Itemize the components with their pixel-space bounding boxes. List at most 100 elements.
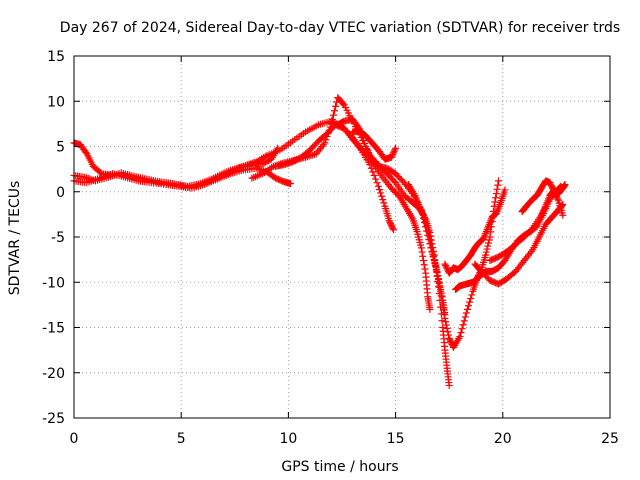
data-point (447, 337, 455, 345)
data-point (444, 331, 452, 339)
series-track-11 (471, 200, 567, 288)
data-point (328, 116, 336, 124)
data-point (439, 301, 447, 309)
data-point (441, 314, 449, 322)
y-tick-label: -20 (42, 366, 65, 382)
data-point (492, 194, 500, 202)
data-point (437, 287, 445, 295)
y-tick-label: -25 (42, 411, 65, 427)
data-marks (70, 94, 569, 389)
data-point (417, 207, 425, 215)
data-point (426, 305, 434, 313)
data-point (554, 195, 562, 203)
data-point (540, 207, 548, 215)
data-point (468, 291, 476, 299)
data-point (540, 205, 548, 213)
data-point (385, 217, 393, 225)
data-point (433, 268, 441, 276)
series-track-3 (70, 164, 295, 192)
data-point (446, 336, 454, 344)
data-point (420, 261, 428, 269)
data-point (559, 211, 567, 219)
data-point (464, 302, 472, 310)
data-point (441, 260, 449, 268)
y-tick-label: 5 (56, 140, 65, 156)
data-point (436, 283, 444, 291)
data-point (96, 168, 104, 176)
data-point (421, 265, 429, 273)
data-point (485, 239, 493, 247)
data-point (389, 149, 397, 157)
data-point (484, 242, 492, 250)
data-point (387, 220, 395, 228)
data-point (550, 186, 558, 194)
data-point (549, 185, 557, 193)
data-point (445, 334, 453, 342)
data-point (547, 182, 555, 190)
data-point (482, 251, 490, 259)
data-point (485, 236, 493, 244)
data-point (495, 177, 503, 185)
data-point (444, 328, 452, 336)
axis-ticks: 0 5 10 15 20 25 15 10 5 0 -5 -10 -15 -20 -25 (42, 49, 619, 447)
data-point (415, 202, 423, 210)
data-point (359, 136, 367, 144)
series-track-6 (334, 115, 449, 319)
data-point (427, 240, 435, 248)
data-point (463, 305, 471, 313)
x-tick-label: 20 (494, 431, 512, 447)
data-point (388, 152, 396, 160)
y-tick-label: 10 (47, 94, 65, 110)
data-point (467, 295, 475, 303)
data-point (539, 208, 547, 216)
data-point (424, 231, 432, 239)
data-point (287, 180, 295, 188)
x-tick-label: 10 (279, 431, 297, 447)
grid (74, 56, 610, 418)
data-point (427, 244, 435, 252)
data-point (435, 279, 443, 287)
y-tick-label: -15 (42, 321, 65, 337)
data-point (439, 305, 447, 313)
data-point (440, 310, 448, 318)
data-point (434, 276, 442, 284)
data-point (548, 183, 556, 191)
y-tick-label: 0 (56, 185, 65, 201)
x-tick-label: 0 (70, 431, 79, 447)
data-point (550, 188, 558, 196)
y-tick-label: 15 (47, 49, 65, 65)
data-point (459, 321, 467, 329)
data-point (339, 100, 347, 108)
data-point (374, 182, 382, 190)
series-track-5 (272, 121, 434, 313)
data-point (82, 148, 90, 156)
data-point (458, 325, 466, 333)
data-point (445, 381, 453, 389)
data-point (541, 204, 549, 212)
y-tick-label: -5 (51, 230, 65, 246)
data-point (377, 189, 385, 197)
data-point (553, 194, 561, 202)
data-point (443, 324, 451, 332)
data-point (437, 292, 445, 300)
data-point (372, 175, 380, 183)
data-point (389, 226, 397, 234)
data-point (482, 248, 490, 256)
data-point (419, 252, 427, 260)
data-point (418, 208, 426, 216)
data-point (369, 168, 377, 176)
data-point (425, 232, 433, 240)
data-point (424, 228, 432, 236)
data-point (389, 224, 397, 232)
data-point (417, 244, 425, 252)
data-point (546, 179, 554, 187)
data-point (494, 181, 502, 189)
data-point (419, 210, 427, 218)
x-tick-label: 15 (387, 431, 405, 447)
data-point (492, 190, 500, 198)
data-point (538, 210, 546, 218)
data-point (442, 321, 450, 329)
data-point (416, 204, 424, 212)
data-point (438, 296, 446, 304)
